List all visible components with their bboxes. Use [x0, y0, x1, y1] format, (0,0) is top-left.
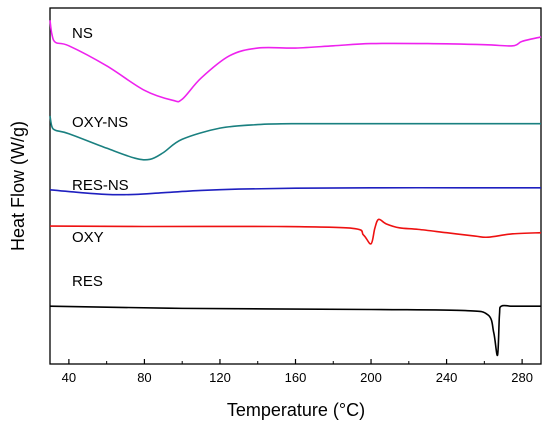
x-tick-label: 240	[436, 370, 458, 385]
series-line-res-ns	[49, 186, 542, 196]
x-tick-label: 160	[285, 370, 307, 385]
x-tick-label: 80	[137, 370, 151, 385]
series-label-oxy-ns: OXY-NS	[72, 114, 128, 131]
series-label-ns: NS	[72, 25, 93, 42]
series-label-oxy: OXY	[72, 229, 104, 246]
x-axis-title: Temperature (°C)	[227, 400, 365, 420]
series-label-res: RES	[72, 273, 103, 290]
series-line-oxy	[49, 218, 542, 245]
y-axis-title: Heat Flow (W/g)	[8, 121, 28, 251]
series-layer	[49, 20, 542, 357]
series-labels: NS OXY-NS RES-NS OXY RES	[72, 25, 129, 290]
x-tick-label: 40	[62, 370, 76, 385]
series-label-res-ns: RES-NS	[72, 177, 129, 194]
x-tick-label: 120	[209, 370, 231, 385]
x-tick-label: 280	[511, 370, 533, 385]
series-line-res	[49, 304, 541, 357]
x-tick-label: 200	[360, 370, 382, 385]
x-axis-ticks: 40 80 120 160 200 240 280	[62, 359, 533, 385]
series-line-oxy-ns	[49, 115, 541, 161]
series-line-ns	[49, 20, 542, 103]
